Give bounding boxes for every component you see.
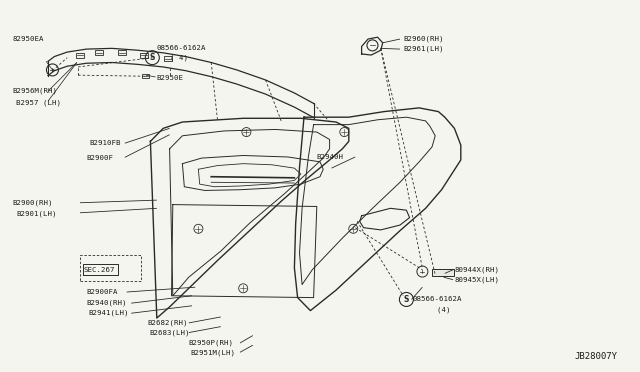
Text: B2682(RH): B2682(RH) — [147, 320, 188, 326]
Text: B2940(RH): B2940(RH) — [86, 300, 127, 307]
Text: B2961(LH): B2961(LH) — [403, 46, 444, 52]
Text: B2950P(RH): B2950P(RH) — [189, 340, 234, 346]
Text: B2683(LH): B2683(LH) — [149, 330, 189, 336]
Text: B2900FA: B2900FA — [86, 289, 118, 295]
Text: 82950EA: 82950EA — [13, 36, 44, 42]
Text: S: S — [404, 295, 409, 304]
Text: B2951M(LH): B2951M(LH) — [191, 349, 236, 356]
Text: 80945X(LH): 80945X(LH) — [454, 276, 499, 283]
Bar — [164, 56, 172, 61]
Text: JB28007Y: JB28007Y — [575, 352, 618, 361]
Bar — [95, 50, 103, 55]
Text: B2940H: B2940H — [317, 154, 344, 160]
Bar — [140, 52, 148, 58]
Text: B2957 (LH): B2957 (LH) — [16, 99, 61, 106]
Text: B2941(LH): B2941(LH) — [88, 310, 129, 317]
Text: B2950E: B2950E — [157, 75, 184, 81]
Text: S: S — [150, 53, 155, 62]
Text: 80944X(RH): 80944X(RH) — [454, 266, 499, 273]
Bar — [432, 269, 454, 276]
Text: 08566-6162A: 08566-6162A — [157, 45, 206, 51]
Bar — [76, 52, 84, 58]
Text: (4): (4) — [419, 306, 451, 313]
Text: B2900(RH): B2900(RH) — [13, 199, 53, 206]
Text: B2960(RH): B2960(RH) — [403, 36, 444, 42]
Text: B2956M(RH): B2956M(RH) — [13, 88, 58, 94]
Text: B2910FB: B2910FB — [90, 140, 121, 146]
Text: 08566-6162A: 08566-6162A — [413, 296, 462, 302]
Bar — [143, 74, 149, 78]
Text: B2900F: B2900F — [86, 155, 113, 161]
Text: SEC.267: SEC.267 — [83, 267, 115, 273]
Bar — [118, 50, 125, 55]
Text: ( 4): ( 4) — [170, 54, 188, 61]
Text: B2901(LH): B2901(LH) — [16, 211, 56, 217]
